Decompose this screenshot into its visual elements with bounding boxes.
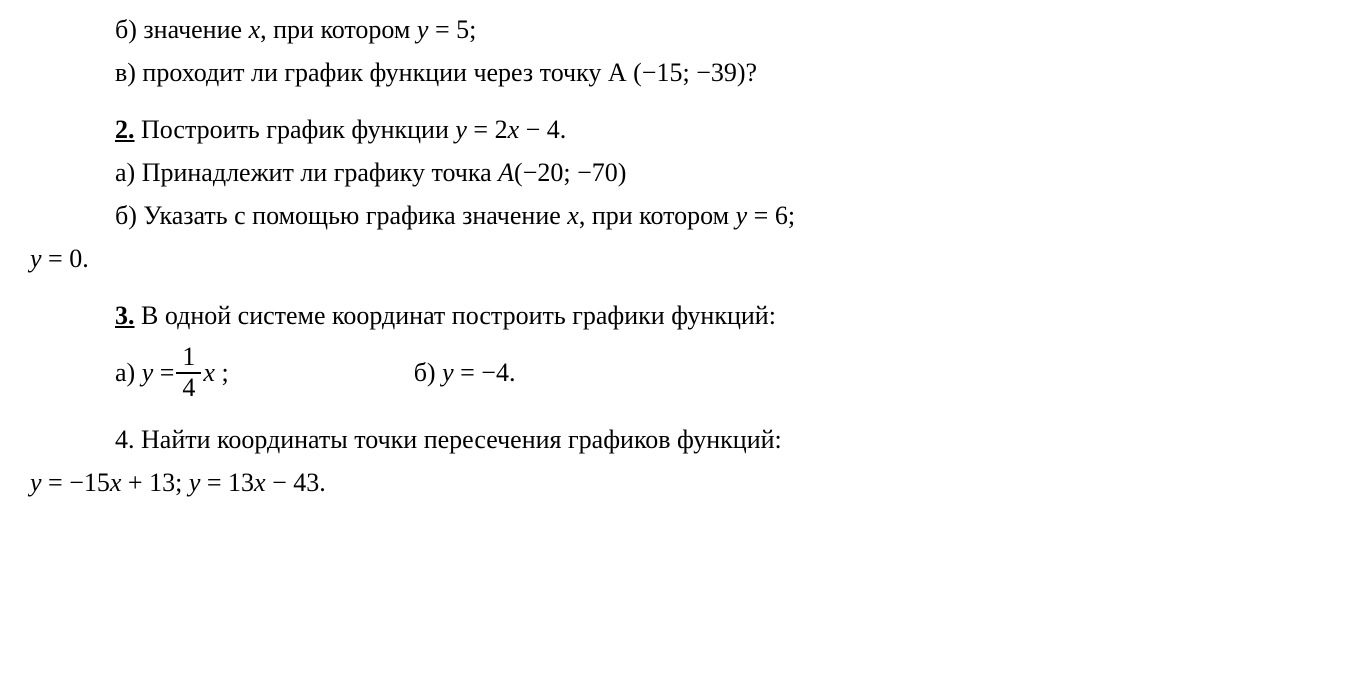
q4-text: Найти координаты точки пересечения графи… [141, 425, 782, 454]
q1-part-v: в) проходит ли график функции через точк… [30, 53, 1338, 92]
q2-label: 2. [115, 115, 135, 144]
q2-part-a: а) Принадлежит ли графику точка A(−20; −… [30, 153, 1338, 192]
q4-main: 4. Найти координаты точки пересечения гр… [30, 420, 1338, 459]
q2-main: 2. Построить график функции y = 2x − 4. [30, 110, 1338, 149]
q3-main: 3. В одной системе координат построить г… [30, 296, 1338, 335]
q3-part-b: б) y = −4. [414, 353, 516, 392]
q3-part-a-prefix: а) y = [115, 353, 174, 392]
q2-part-b2: y = 0. [30, 239, 1338, 278]
q3-label: 3. [115, 301, 135, 330]
q3-text: В одной системе координат построить граф… [141, 301, 776, 330]
q4-eq: y = −15x + 13; y = 13x − 43. [30, 463, 1338, 502]
q2-part-b1: б) Указать с помощью графика значение x,… [30, 196, 1338, 235]
fraction: 1 4 [176, 343, 201, 402]
q3-part-a-suffix: x ; [203, 353, 228, 392]
q3-options: а) y = 1 4 x ; б) y = −4. [30, 343, 1338, 402]
fraction-den: 4 [176, 374, 201, 403]
q2-text: Построить график функции y = 2x − 4. [141, 115, 566, 144]
q4-label: 4. [115, 425, 135, 454]
q1-part-b: б) значение x, при котором y = 5; [30, 10, 1338, 49]
fraction-num: 1 [176, 343, 201, 374]
